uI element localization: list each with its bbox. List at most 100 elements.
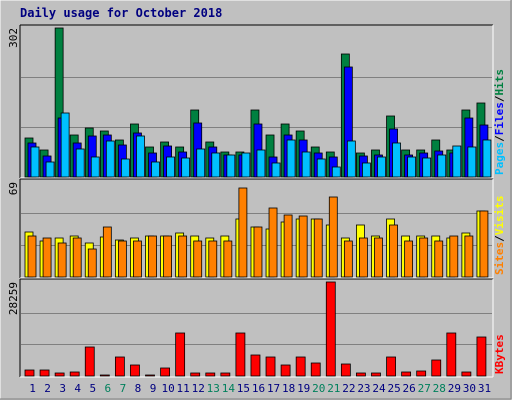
- bar-sites-day-29: [449, 235, 459, 278]
- day-label-28: 28: [433, 382, 446, 395]
- bar-pages-day-4: [75, 148, 85, 178]
- day-label-14: 14: [222, 382, 236, 395]
- bar-pages-day-21: [331, 166, 341, 178]
- bar-sites-day-22: [343, 240, 353, 278]
- bar-sites-day-1: [27, 235, 37, 278]
- bar-sites-day-31: [479, 210, 489, 278]
- bar-sites-day-15: [238, 187, 248, 278]
- day-label-19: 19: [297, 382, 310, 395]
- bar-pages-day-19: [301, 151, 311, 178]
- bar-sites-day-26: [404, 240, 414, 278]
- bar-kbytes-day-18: [280, 364, 291, 377]
- bar-kbytes-day-26: [401, 371, 412, 377]
- legend-item: Hits: [493, 69, 506, 96]
- day-label-15: 15: [237, 382, 250, 395]
- bar-sites-day-16: [253, 226, 263, 278]
- day-label-22: 22: [342, 382, 355, 395]
- bar-kbytes-day-1: [24, 369, 35, 377]
- bar-pages-day-2: [45, 161, 55, 178]
- bar-sites-day-30: [464, 235, 474, 278]
- bar-sites-day-6: [102, 226, 112, 278]
- legend-kbytes: KBytes: [493, 334, 506, 374]
- day-label-31: 31: [478, 382, 491, 395]
- bar-pages-day-23: [362, 162, 371, 178]
- day-label-5: 5: [89, 382, 96, 395]
- bar-sites-day-28: [434, 240, 444, 278]
- bar-sites-day-2: [42, 237, 52, 278]
- scale-label-kbytes: 28259: [7, 282, 20, 315]
- day-labels: 1 2 3 4 5 6 7 8 9 10 11 12 13 14 15 16 17 18 19 20 21 22 23 24 2…: [29, 382, 491, 395]
- day-label-3: 3: [59, 382, 66, 395]
- day-label-4: 4: [74, 382, 81, 395]
- bar-sites-day-17: [268, 207, 278, 278]
- bar-pages-day-17: [271, 162, 281, 178]
- bar-pages-day-16: [256, 149, 266, 178]
- bar-kbytes-day-2: [39, 369, 50, 377]
- day-label-13: 13: [207, 382, 220, 395]
- day-label-8: 8: [135, 382, 142, 395]
- day-label-16: 16: [252, 382, 265, 395]
- bar-sites-day-5: [87, 248, 97, 278]
- bar-sites-day-14: [223, 240, 233, 278]
- bar-sites-day-20: [313, 218, 323, 278]
- bar-pages-day-8: [136, 135, 145, 178]
- bar-kbytes-day-31: [476, 336, 487, 377]
- day-label-10: 10: [161, 382, 174, 395]
- legend-item: /: [493, 135, 506, 142]
- bar-sites-day-23: [359, 237, 368, 278]
- bar-kbytes-day-5: [84, 346, 95, 377]
- day-label-18: 18: [282, 382, 295, 395]
- bar-sites-day-19: [298, 215, 308, 278]
- bar-pages-day-30: [467, 146, 477, 178]
- bar-kbytes-day-6: [99, 374, 110, 377]
- bar-pages-day-28: [437, 154, 447, 178]
- bar-pages-day-29: [452, 145, 462, 178]
- bar-kbytes-day-28: [431, 359, 442, 377]
- day-label-11: 11: [177, 382, 190, 395]
- day-label-1: 1: [29, 382, 36, 395]
- bar-kbytes-day-7: [114, 356, 125, 377]
- bar-kbytes-day-22: [340, 363, 351, 377]
- day-label-9: 9: [150, 382, 157, 395]
- bar-pages-day-15: [241, 152, 251, 178]
- bar-kbytes-day-9: [145, 374, 155, 377]
- bar-pages-day-20: [316, 158, 326, 178]
- day-label-20: 20: [312, 382, 325, 395]
- bar-kbytes-day-19: [295, 356, 306, 377]
- legend-item: Pages: [493, 142, 506, 175]
- day-label-23: 23: [357, 382, 370, 395]
- day-label-17: 17: [267, 382, 280, 395]
- panel-visits-sites: 69 Sites/Visits: [7, 178, 506, 279]
- bar-pages-day-25: [392, 142, 401, 178]
- scale-label-hits-files-pages: 302: [7, 28, 20, 48]
- bar-kbytes-day-16: [250, 354, 261, 377]
- bar-pages-day-1: [30, 146, 40, 178]
- bar-kbytes-day-3: [54, 372, 65, 377]
- bar-sites-day-9: [148, 235, 157, 278]
- bar-kbytes-day-11: [175, 332, 186, 377]
- bar-pages-day-14: [226, 154, 236, 178]
- bar-kbytes-day-20: [310, 362, 321, 377]
- legend-item: Files: [493, 102, 506, 135]
- bar-sites-day-13: [208, 240, 218, 278]
- bar-sites-day-3: [57, 242, 67, 278]
- bar-kbytes-day-24: [371, 372, 381, 377]
- bar-kbytes-day-25: [386, 356, 396, 377]
- bar-kbytes-day-4: [69, 371, 80, 377]
- day-label-30: 30: [463, 382, 476, 395]
- panel-kbytes: 28259 KBytes: [7, 278, 506, 378]
- bar-pages-day-5: [90, 156, 100, 178]
- day-label-2: 2: [44, 382, 51, 395]
- bar-pages-day-22: [346, 140, 356, 178]
- bar-sites-day-27: [419, 237, 429, 278]
- legend-item: /: [493, 235, 506, 242]
- bar-pages-day-27: [422, 157, 432, 178]
- bar-pages-day-12: [196, 148, 206, 178]
- chart-title: Daily usage for October 2018: [20, 6, 222, 20]
- day-label-12: 12: [192, 382, 205, 395]
- day-label-26: 26: [403, 382, 416, 395]
- day-label-25: 25: [387, 382, 400, 395]
- bar-kbytes-day-23: [356, 372, 366, 377]
- bar-pages-day-24: [377, 156, 386, 178]
